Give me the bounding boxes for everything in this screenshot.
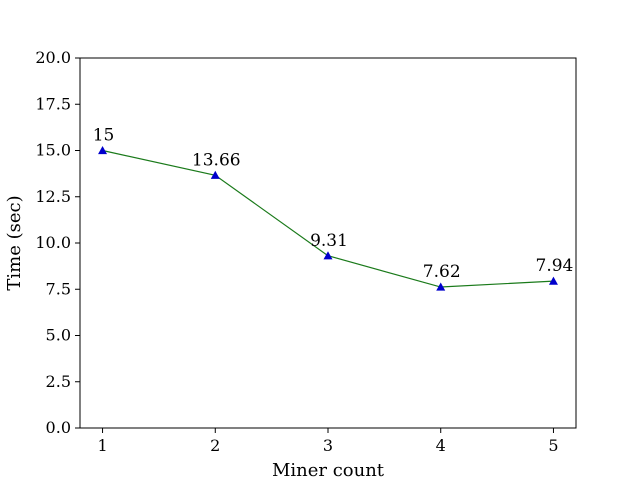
data-label: 15 <box>93 126 115 146</box>
data-point-marker <box>98 146 108 155</box>
x-tick-label: 3 <box>323 436 333 455</box>
data-label: 7.62 <box>423 262 461 282</box>
y-tick-label: 2.5 <box>46 372 71 391</box>
y-tick-label: 5.0 <box>46 326 71 345</box>
data-label: 7.94 <box>536 256 574 276</box>
data-point-marker <box>323 251 333 260</box>
y-tick-label: 17.5 <box>35 94 71 113</box>
data-label: 9.31 <box>310 231 348 251</box>
data-point-marker <box>548 276 558 285</box>
y-tick-label: 20.0 <box>35 48 71 67</box>
y-tick-label: 12.5 <box>35 187 71 206</box>
x-axis-title: Miner count <box>272 460 385 480</box>
series-group: 15 13.66 9.31 7.62 7.94 <box>93 126 574 291</box>
y-tick-label: 10.0 <box>35 233 71 252</box>
y-axis-title: Time (sec) <box>4 195 25 290</box>
y-tick-label: 0.0 <box>46 418 71 437</box>
x-tick-label: 5 <box>548 436 558 455</box>
x-tick-label: 4 <box>436 436 446 455</box>
x-axis: 1 2 3 4 5 <box>97 428 559 455</box>
x-tick-label: 1 <box>97 436 107 455</box>
y-tick-label: 7.5 <box>46 279 71 298</box>
x-tick-label: 2 <box>210 436 220 455</box>
data-label: 13.66 <box>192 150 241 170</box>
y-tick-label: 15.0 <box>35 141 71 160</box>
plot-area <box>79 57 577 429</box>
data-point-marker <box>436 282 446 291</box>
data-point-marker <box>210 170 220 179</box>
y-axis: 0.0 2.5 5.0 7.5 10.0 12.5 15.0 17.5 20.0 <box>35 48 80 437</box>
